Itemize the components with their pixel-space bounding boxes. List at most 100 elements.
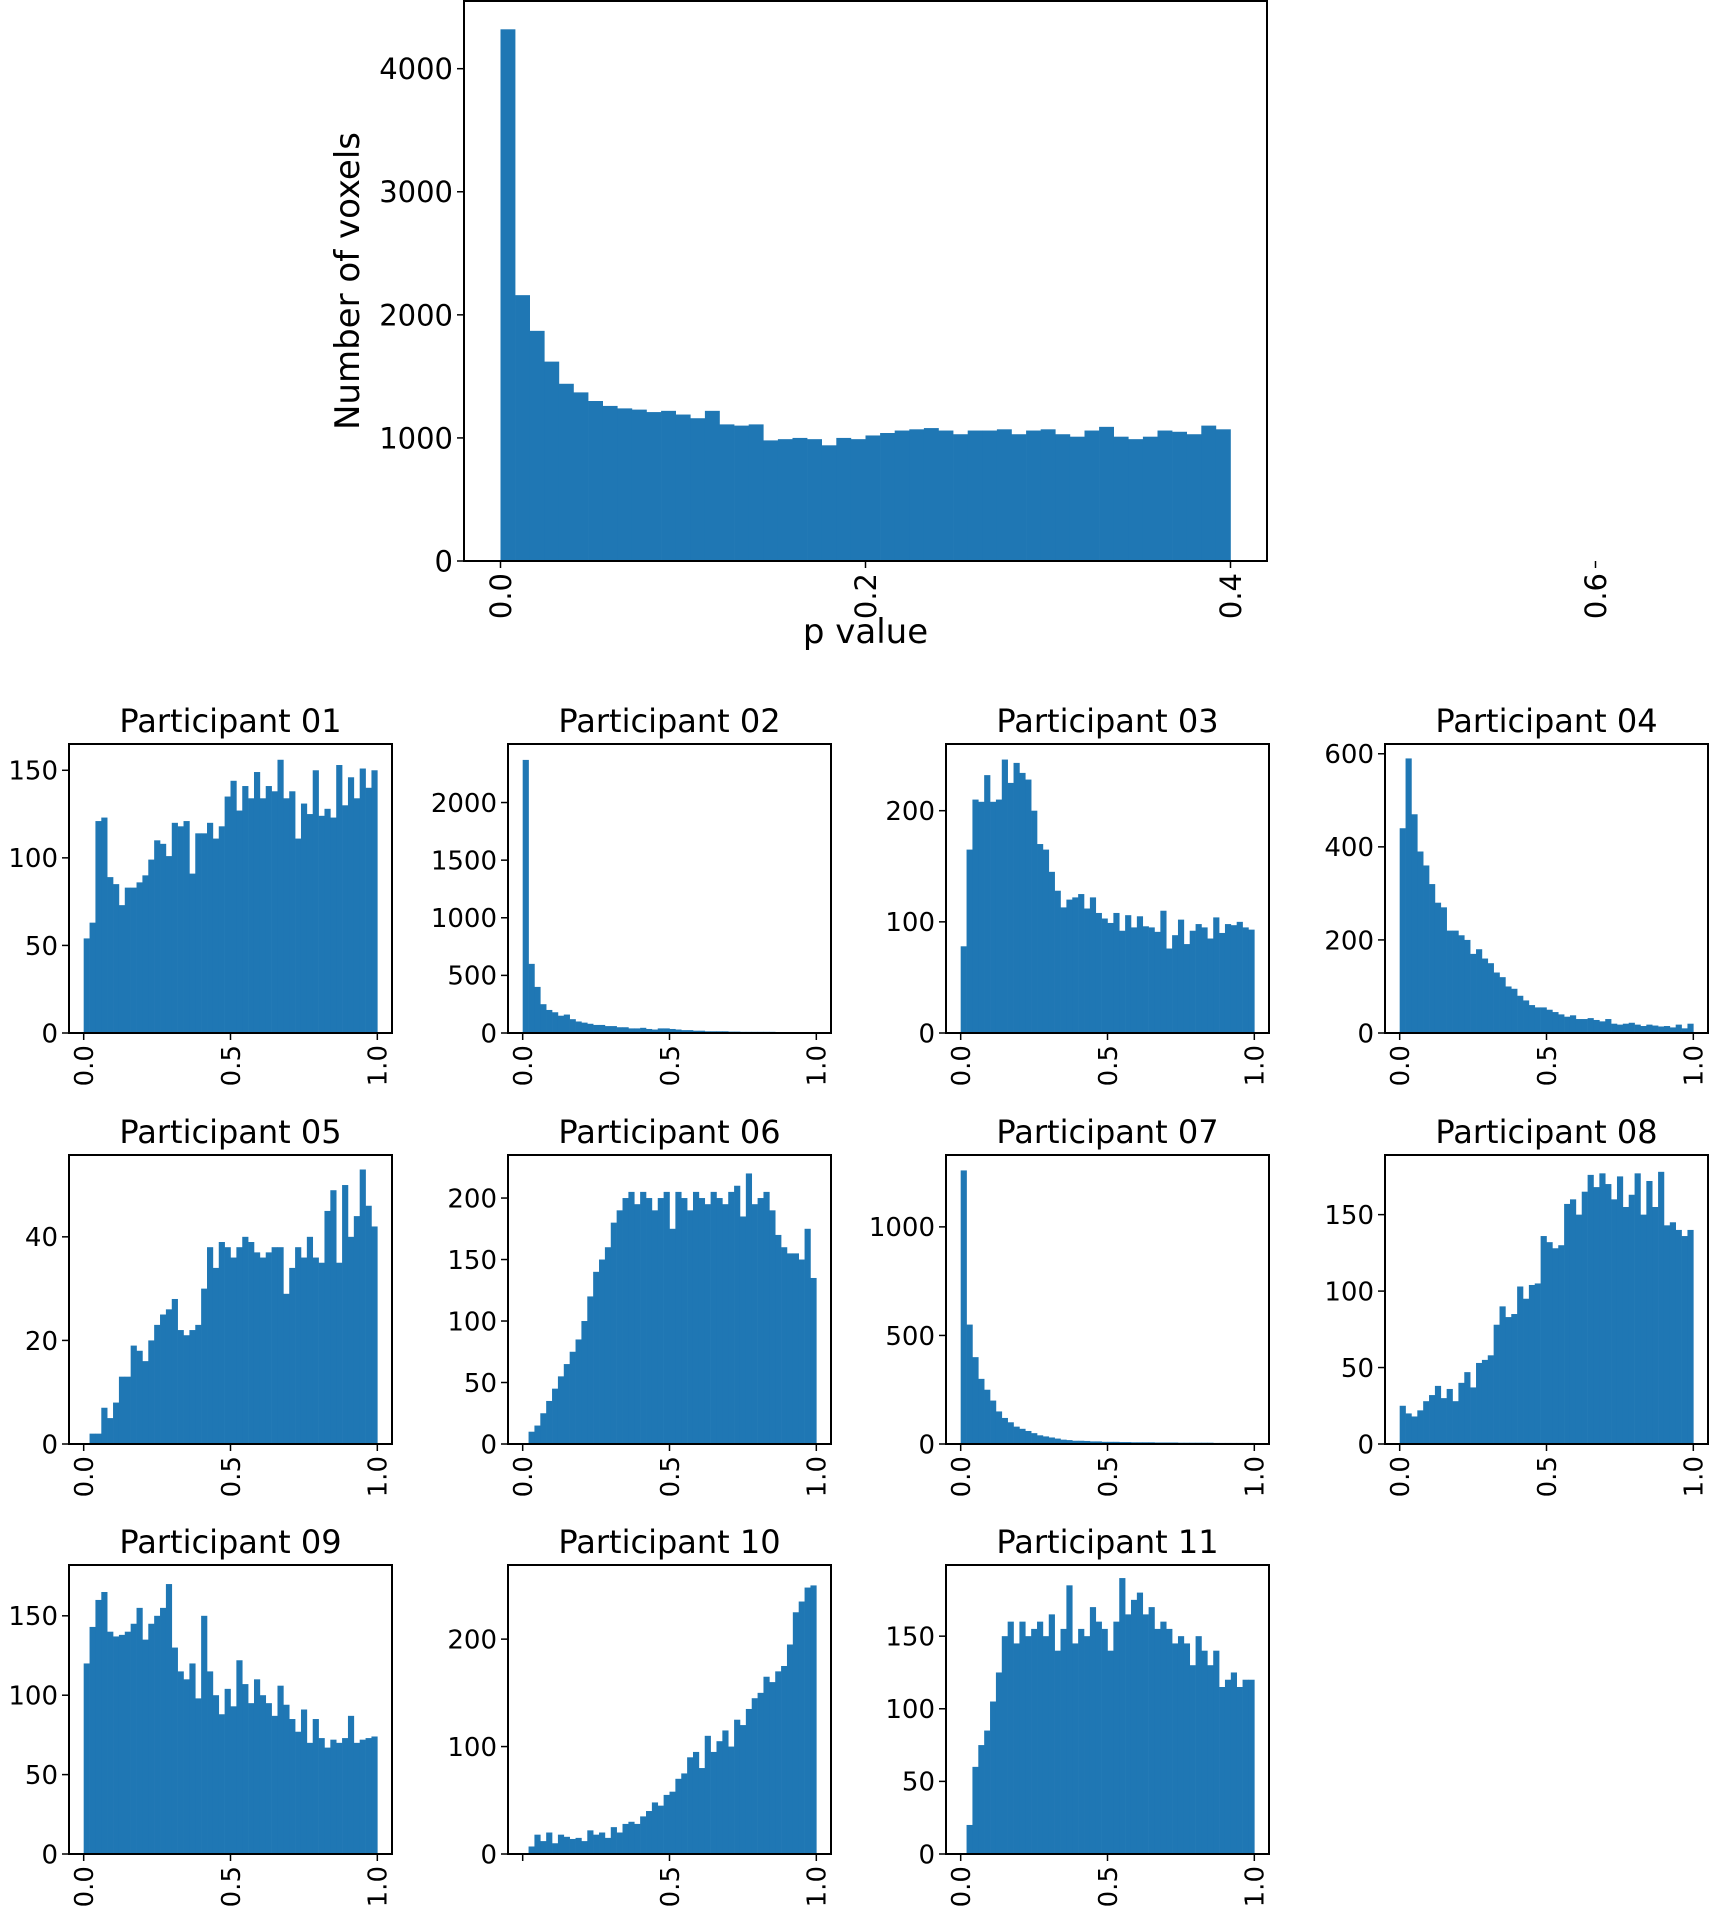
x-tick-label: 0.5: [656, 1456, 686, 1497]
histogram-bar: [894, 430, 910, 561]
histogram-bar: [130, 1623, 137, 1854]
y-tick-label: 200: [447, 1184, 497, 1214]
axes-frame: [507, 743, 832, 1034]
histogram-bar: [681, 1198, 688, 1444]
histogram-bar: [763, 1676, 770, 1854]
histogram-bar: [990, 801, 997, 1033]
histogram-bar: [563, 1364, 570, 1444]
x-tick-label: 1.0: [1241, 1456, 1271, 1497]
histogram-bar: [1564, 1203, 1571, 1444]
histogram-bar: [602, 405, 618, 561]
histogram-bar: [1581, 1019, 1588, 1033]
histogram-bar: [810, 1277, 817, 1444]
histogram-bar: [587, 1296, 594, 1444]
histogram-bar: [1125, 1614, 1132, 1854]
x-tick-label: 0.5: [1533, 1456, 1563, 1497]
y-tick-label: 100: [885, 1695, 935, 1725]
histogram-bar: [704, 1735, 711, 1854]
histogram-bar: [118, 1376, 126, 1444]
y-tick-label: 150: [447, 1246, 497, 1276]
histogram-bar: [1113, 436, 1129, 561]
histogram-bar: [318, 1262, 325, 1444]
histogram-bar: [781, 1247, 788, 1444]
histogram-bar: [657, 1805, 664, 1854]
chart-p07: 0 500 1000 0.0 0.5 1.0 Participant 07: [869, 1113, 1271, 1497]
histogram-bar: [1213, 1650, 1220, 1854]
histogram-bar: [242, 786, 249, 1033]
histogram-bar: [107, 1418, 114, 1444]
histogram-bar: [1166, 1628, 1173, 1854]
histogram-bar: [804, 1228, 811, 1444]
histogram-bar: [136, 882, 143, 1033]
histogram-bar: [1119, 930, 1126, 1033]
histogram-bar: [1616, 1176, 1624, 1444]
histogram-bar: [978, 801, 985, 1033]
histogram-bar: [552, 1843, 559, 1854]
histogram-bar: [1172, 935, 1179, 1033]
histogram-bar: [540, 1004, 547, 1033]
histogram-bar: [1599, 1021, 1606, 1033]
x-tick-label: 0.5: [217, 1045, 247, 1086]
histogram-bar: [1007, 1422, 1014, 1444]
histogram-bar: [283, 1704, 290, 1854]
chart-p02: 0 500 1000 1500 2000 0.0 0.5 1.0 Participant 02: [431, 702, 833, 1086]
histogram-bar: [1113, 912, 1120, 1033]
histogram-bar: [1001, 759, 1008, 1033]
histogram-bar: [739, 1725, 747, 1854]
histogram-bar: [1224, 924, 1232, 1033]
histogram-bar: [371, 1226, 378, 1444]
histogram-bar: [563, 1014, 570, 1033]
histogram-bar: [289, 1719, 296, 1854]
histogram-bar: [575, 1021, 582, 1033]
histogram-bar: [107, 1631, 114, 1854]
y-tick-label: 400: [1324, 833, 1374, 863]
histogram-bar: [669, 1791, 676, 1854]
histogram-bar: [336, 1262, 343, 1444]
histogram-bar: [1605, 1019, 1612, 1033]
histogram-bar: [610, 1827, 617, 1854]
histogram-bar: [1534, 1007, 1541, 1033]
histogram-bar: [171, 1298, 178, 1444]
histogram-bar: [1675, 1229, 1682, 1444]
x-tick-label: 0.0: [1386, 1045, 1416, 1086]
histogram-bar: [593, 1271, 600, 1444]
chart-p06: 0 50 100 150 200 0.0 0.5 1.0 Participant 06: [447, 1113, 832, 1497]
histogram-bar: [1042, 1436, 1050, 1444]
histogram-bar: [1066, 899, 1073, 1033]
histogram-bar: [365, 1205, 372, 1444]
y-tick-label: 200: [447, 1625, 497, 1655]
y-tick-label: 0: [1357, 1019, 1374, 1049]
histogram-bar: [1399, 828, 1406, 1033]
histogram-bar: [1019, 1621, 1026, 1854]
histogram-bar: [1569, 1015, 1577, 1033]
histogram-bar: [154, 840, 161, 1033]
histogram-bar: [1575, 1214, 1583, 1444]
histogram-bar: [1031, 1628, 1038, 1854]
y-tick-label: 1000: [869, 1213, 935, 1243]
histogram-bar: [236, 1660, 243, 1854]
y-tick-label: 100: [885, 908, 935, 938]
histogram-bar: [353, 798, 360, 1033]
histogram-bar: [1099, 426, 1114, 561]
histogram-bar: [1417, 851, 1424, 1033]
histogram-bar: [1177, 919, 1185, 1033]
histogram-bar: [734, 1719, 741, 1854]
histogram-bar: [201, 1288, 208, 1444]
histogram-bar: [1423, 865, 1430, 1033]
y-tick-label: 40: [25, 1223, 58, 1253]
histogram-bar: [1025, 779, 1032, 1033]
histogram-bar: [1581, 1191, 1588, 1444]
histogram-bar: [1487, 1355, 1494, 1444]
y-tick-label: 20: [25, 1327, 58, 1357]
histogram-bar: [230, 1257, 237, 1444]
histogram-bar: [631, 409, 647, 561]
y-tick-label: 500: [885, 1322, 935, 1352]
histogram-bar: [1640, 1026, 1647, 1033]
histogram-bar: [1399, 1405, 1406, 1444]
histogram-bar: [1611, 1023, 1618, 1033]
histogram-bar: [1142, 926, 1149, 1033]
histogram-bar: [540, 1841, 547, 1854]
histogram-bar: [1007, 1621, 1014, 1854]
histogram-bar: [1160, 1621, 1167, 1854]
histogram-bar: [728, 1746, 735, 1854]
